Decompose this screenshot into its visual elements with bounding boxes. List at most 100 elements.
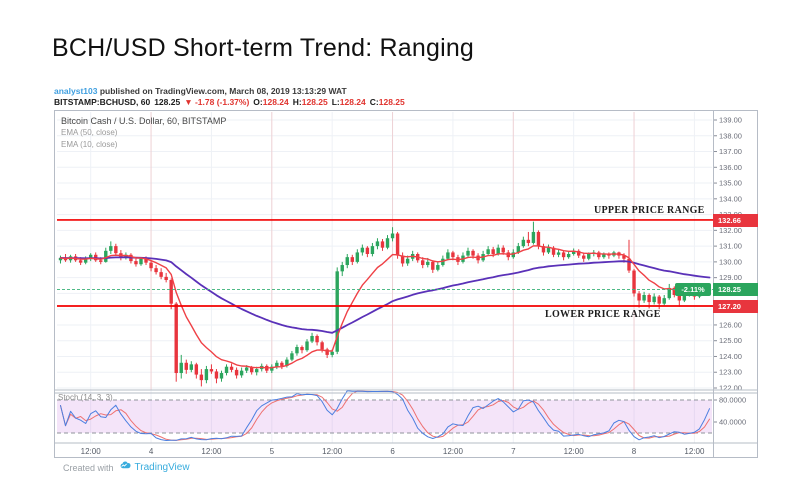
candle-body bbox=[78, 260, 83, 263]
candle-body bbox=[672, 287, 676, 295]
svg-text:135.00: 135.00 bbox=[719, 179, 742, 188]
candle-body bbox=[496, 247, 500, 254]
candle-body bbox=[370, 246, 375, 254]
candle-body bbox=[667, 287, 671, 299]
quote-low-label: L: bbox=[331, 97, 340, 107]
candle-body bbox=[239, 370, 244, 376]
candle-body bbox=[652, 296, 656, 303]
candle-body bbox=[556, 252, 561, 255]
candle-body bbox=[83, 258, 88, 263]
candle-body bbox=[405, 258, 410, 264]
candle-body bbox=[325, 349, 329, 355]
svg-text:12:00: 12:00 bbox=[81, 447, 102, 456]
candle-body bbox=[300, 347, 304, 351]
candle-body bbox=[385, 238, 390, 248]
svg-text:4: 4 bbox=[149, 447, 154, 456]
candle-body bbox=[526, 239, 531, 243]
svg-text:8: 8 bbox=[632, 447, 637, 456]
candle-body bbox=[249, 367, 254, 373]
candle-body bbox=[109, 246, 113, 251]
candle-body bbox=[58, 257, 63, 261]
candle-body bbox=[627, 258, 631, 271]
candle-body bbox=[194, 364, 199, 375]
candle-body bbox=[395, 233, 400, 256]
svg-text:40.0000: 40.0000 bbox=[719, 418, 746, 427]
candle-body bbox=[637, 293, 641, 301]
candle-body bbox=[189, 364, 194, 370]
author-link[interactable]: analyst103 bbox=[54, 86, 98, 96]
candle-body bbox=[209, 369, 214, 372]
quote-open-value: 128.24 bbox=[262, 97, 289, 107]
candle-body bbox=[204, 369, 209, 381]
last-price-tag: 128.25 bbox=[713, 283, 758, 296]
candle-body bbox=[134, 261, 138, 265]
candle-body bbox=[275, 362, 279, 367]
svg-text:125.00: 125.00 bbox=[719, 336, 742, 345]
byline: analyst103 published on TradingView.com,… bbox=[54, 86, 347, 96]
candle-body bbox=[576, 250, 581, 256]
svg-text:129.00: 129.00 bbox=[719, 273, 742, 282]
candle-body bbox=[169, 280, 173, 304]
candle-body bbox=[536, 231, 541, 247]
candle-body bbox=[340, 265, 344, 272]
candle-body bbox=[214, 371, 219, 379]
candle-body bbox=[255, 369, 259, 373]
candle-body bbox=[315, 335, 319, 343]
svg-text:6: 6 bbox=[390, 447, 395, 456]
candle-body bbox=[466, 250, 470, 256]
quote-open-label: O: bbox=[253, 97, 263, 107]
svg-text:139.00: 139.00 bbox=[719, 116, 742, 125]
chart-frame bbox=[54, 110, 758, 458]
upper-price-range-label: UPPER PRICE RANGE bbox=[594, 205, 705, 216]
created-with-text: Created with bbox=[63, 462, 114, 473]
svg-text:122.00: 122.00 bbox=[719, 384, 742, 393]
quote-high-value: 128.25 bbox=[301, 97, 328, 107]
tradingview-link[interactable]: TradingView bbox=[134, 462, 190, 473]
quote-high-label: H: bbox=[292, 97, 302, 107]
candle-body bbox=[682, 294, 687, 301]
candle-body bbox=[199, 374, 204, 381]
tradingview-logo-icon bbox=[118, 461, 131, 474]
candle-body bbox=[597, 252, 601, 258]
candle-body bbox=[632, 270, 636, 294]
candle-body bbox=[471, 250, 475, 256]
session-break-lines bbox=[150, 112, 635, 390]
candle-body bbox=[174, 303, 178, 374]
candle-body bbox=[154, 268, 158, 273]
candle-body bbox=[491, 249, 495, 254]
candle-body bbox=[501, 247, 505, 253]
candle-body bbox=[571, 250, 576, 254]
svg-text:137.00: 137.00 bbox=[719, 147, 742, 156]
candle-body bbox=[320, 342, 324, 350]
price-chart-canvas: 139.00138.00137.00136.00135.00134.00133.… bbox=[54, 110, 758, 458]
svg-text:12:00: 12:00 bbox=[564, 447, 585, 456]
candle-body bbox=[285, 359, 289, 366]
candle-body bbox=[531, 231, 536, 243]
stoch-k-line bbox=[60, 390, 710, 441]
candle-body bbox=[446, 252, 450, 259]
upper-range-price-tag: 132.66 bbox=[713, 214, 758, 227]
candle-body bbox=[602, 254, 606, 258]
price-levels bbox=[57, 219, 714, 307]
candle-body bbox=[350, 257, 354, 262]
candle-body bbox=[486, 249, 490, 254]
candle-body bbox=[566, 254, 571, 258]
price-chart: 139.00138.00137.00136.00135.00134.00133.… bbox=[54, 110, 758, 458]
candle-body bbox=[355, 252, 360, 262]
quote-symbol: BITSTAMP:BCHUSD, 60 bbox=[54, 97, 151, 107]
svg-text:130.00: 130.00 bbox=[719, 257, 742, 266]
candle-body bbox=[88, 254, 93, 259]
candle-body bbox=[375, 241, 380, 247]
svg-text:12:00: 12:00 bbox=[201, 447, 222, 456]
ema10-line bbox=[59, 245, 711, 369]
svg-text:12:00: 12:00 bbox=[443, 447, 464, 456]
candle-body bbox=[114, 246, 118, 254]
candle-body bbox=[345, 257, 349, 266]
stoch-legend: Stoch (14, 3, 3) bbox=[58, 393, 113, 402]
svg-text:126.00: 126.00 bbox=[719, 320, 742, 329]
candle-body bbox=[546, 247, 551, 253]
svg-text:123.00: 123.00 bbox=[719, 368, 742, 377]
candle-body bbox=[516, 246, 521, 253]
candle-body bbox=[662, 298, 666, 304]
candle-body bbox=[234, 369, 239, 376]
